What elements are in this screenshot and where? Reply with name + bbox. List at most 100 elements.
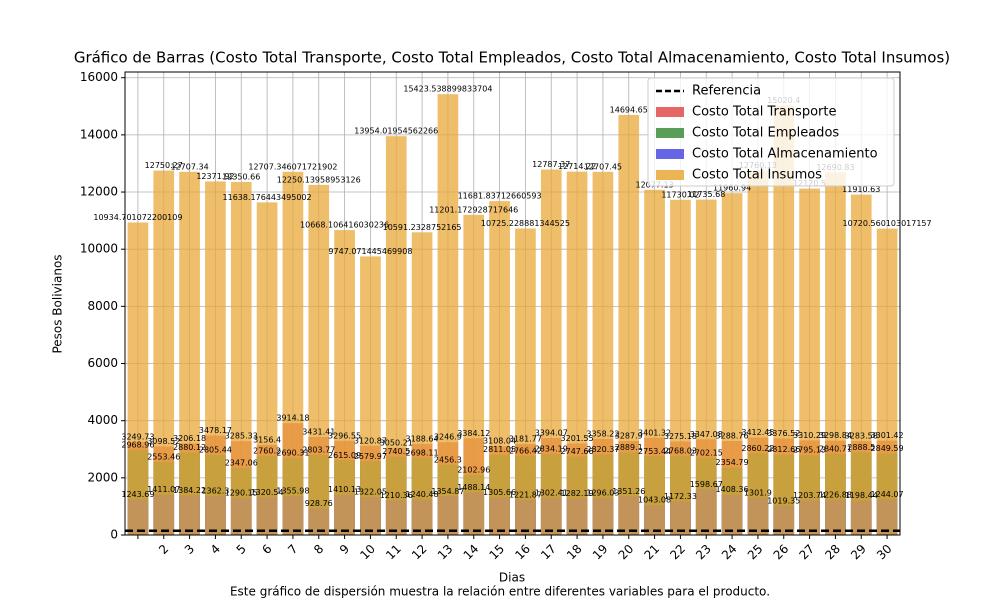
data-label: 3914.18 [276, 414, 309, 423]
y-tick-label: 8000 [87, 299, 118, 313]
data-label: 14694.65 [610, 106, 648, 115]
bar [411, 232, 433, 536]
data-label: 2753.44 [638, 447, 671, 456]
data-label: 3376.52 [767, 429, 800, 438]
data-label: 11638.176443495002 [223, 193, 312, 202]
data-label: 1322.05 [354, 488, 387, 497]
data-label: 2811.05 [483, 445, 516, 454]
data-label: 1043.08 [638, 496, 671, 505]
bar [515, 228, 536, 535]
data-label: 3394.07 [535, 428, 568, 437]
data-label: 10725.228881344525 [481, 219, 570, 228]
data-label: 3384.12 [457, 429, 490, 438]
data-label: 3412.45 [741, 428, 774, 437]
data-label: 1221.87 [509, 491, 542, 500]
data-label: 1411.07 [147, 485, 180, 494]
bar [592, 171, 614, 536]
plot-frame [124, 71, 901, 536]
bar [205, 181, 226, 535]
data-label: 1598.67 [690, 480, 723, 489]
data-label: 2702.15 [690, 448, 723, 457]
data-label: 1354.87 [431, 487, 464, 496]
data-label: 11910.63 [842, 185, 880, 194]
data-label: 3296.55 [328, 431, 361, 440]
legend-label: Costo Total Insumos [692, 168, 822, 183]
data-label: 12707.34 [170, 162, 208, 171]
data-label: 2347.06 [225, 458, 258, 467]
data-label: 3478.17 [199, 426, 232, 435]
bar [385, 136, 407, 535]
bar [747, 170, 769, 536]
data-label: 1302.41 [535, 488, 568, 497]
y-tick-label: 4000 [87, 413, 118, 427]
data-label: 3287.9 [615, 432, 643, 441]
data-label: 1226.88 [819, 490, 852, 499]
data-label: 2968.96 [121, 441, 154, 450]
bar [644, 189, 665, 535]
data-label: 2615.09 [328, 451, 361, 460]
data-label: 3201.55 [561, 434, 594, 443]
bar [308, 184, 330, 535]
data-label: 3285.33 [225, 432, 258, 441]
data-label: 11681.83712660593 [458, 192, 542, 201]
data-label: 3301.42 [871, 431, 904, 440]
data-label: 2795.13 [793, 446, 826, 455]
data-label: 1301.9 [744, 488, 772, 497]
data-label: 2553.46 [147, 453, 180, 462]
data-label: 2849.59 [871, 444, 904, 453]
y-tick-label: 16000 [80, 70, 118, 84]
data-label: 2740.5 [382, 447, 410, 456]
data-label: 2760.2 [253, 447, 281, 456]
data-label: 2803.77 [302, 445, 335, 454]
data-label: 1488.14 [457, 483, 490, 492]
caption: Este gráfico de dispersión muestra la re… [230, 585, 770, 599]
y-tick-label: 6000 [87, 356, 118, 370]
data-label: 1172.33 [664, 492, 697, 501]
y-tick-label: 14000 [80, 127, 118, 141]
data-label: 10591.2328752165 [383, 223, 462, 232]
data-label: 1244.07 [871, 490, 904, 499]
legend-label: Referencia [692, 84, 761, 99]
y-tick-label: 10000 [80, 242, 118, 256]
data-label: 2889.1 [615, 443, 643, 452]
y-axis-label: Pesos Bolivianos [51, 254, 65, 353]
data-label: 10720.560103017157 [843, 219, 932, 228]
data-label: 13954.01954562266 [354, 127, 438, 136]
bar [230, 182, 252, 536]
data-label: 1384.22 [173, 486, 206, 495]
data-label: 3188.64 [406, 434, 439, 443]
data-label: 1203.74 [793, 491, 826, 500]
data-label: 3206.18 [173, 434, 206, 443]
bar [566, 171, 588, 535]
y-tick-label: 12000 [80, 185, 118, 199]
bar [825, 172, 846, 535]
data-label: 2747.66 [561, 447, 594, 456]
data-label: 1210.36 [380, 491, 413, 500]
data-label: 10934.701072200109 [93, 213, 182, 222]
data-label: 12707.346071721902 [248, 162, 337, 171]
data-label: 12707.45 [584, 162, 622, 171]
data-label: 2888.5 [847, 443, 875, 452]
data-label: 1305.66 [483, 488, 516, 497]
y-tick-label: 0 [110, 528, 118, 542]
data-label: 11730.02 [661, 190, 699, 199]
data-label: 1019.35 [767, 496, 800, 505]
bar [540, 169, 562, 535]
bar [721, 193, 743, 535]
data-label: 1355.98 [276, 487, 309, 496]
bar [256, 202, 278, 535]
data-label: 3310.29 [793, 431, 826, 440]
data-label: 3358.22 [586, 430, 619, 439]
data-label: 11735.68 [687, 190, 725, 199]
bar [876, 228, 898, 535]
data-label: 2768.03 [664, 446, 697, 455]
bar [850, 194, 872, 535]
legend-label: Costo Total Almacenamiento [692, 147, 878, 162]
data-label: 12714.22 [558, 162, 596, 171]
data-label: 2766.42 [509, 446, 542, 455]
legend-label: Costo Total Transporte [692, 105, 836, 120]
data-label: 2579.97 [354, 452, 387, 461]
data-label: 1240.48 [406, 490, 439, 499]
data-label: 2456.3 [434, 455, 462, 464]
